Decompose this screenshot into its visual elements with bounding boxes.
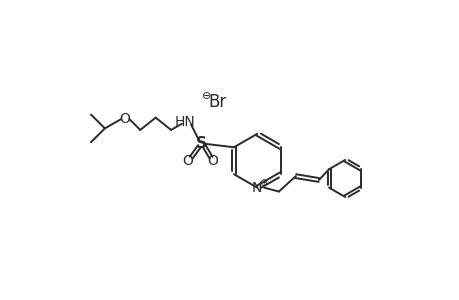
Text: N: N (252, 181, 262, 195)
Text: Br: Br (207, 93, 226, 111)
Text: O: O (119, 112, 130, 126)
Text: S: S (196, 136, 207, 151)
Text: HN: HN (174, 115, 195, 129)
Text: ⊖: ⊖ (202, 91, 211, 101)
Text: O: O (207, 154, 218, 168)
Text: O: O (182, 154, 193, 168)
Text: ⊕: ⊕ (259, 178, 267, 188)
